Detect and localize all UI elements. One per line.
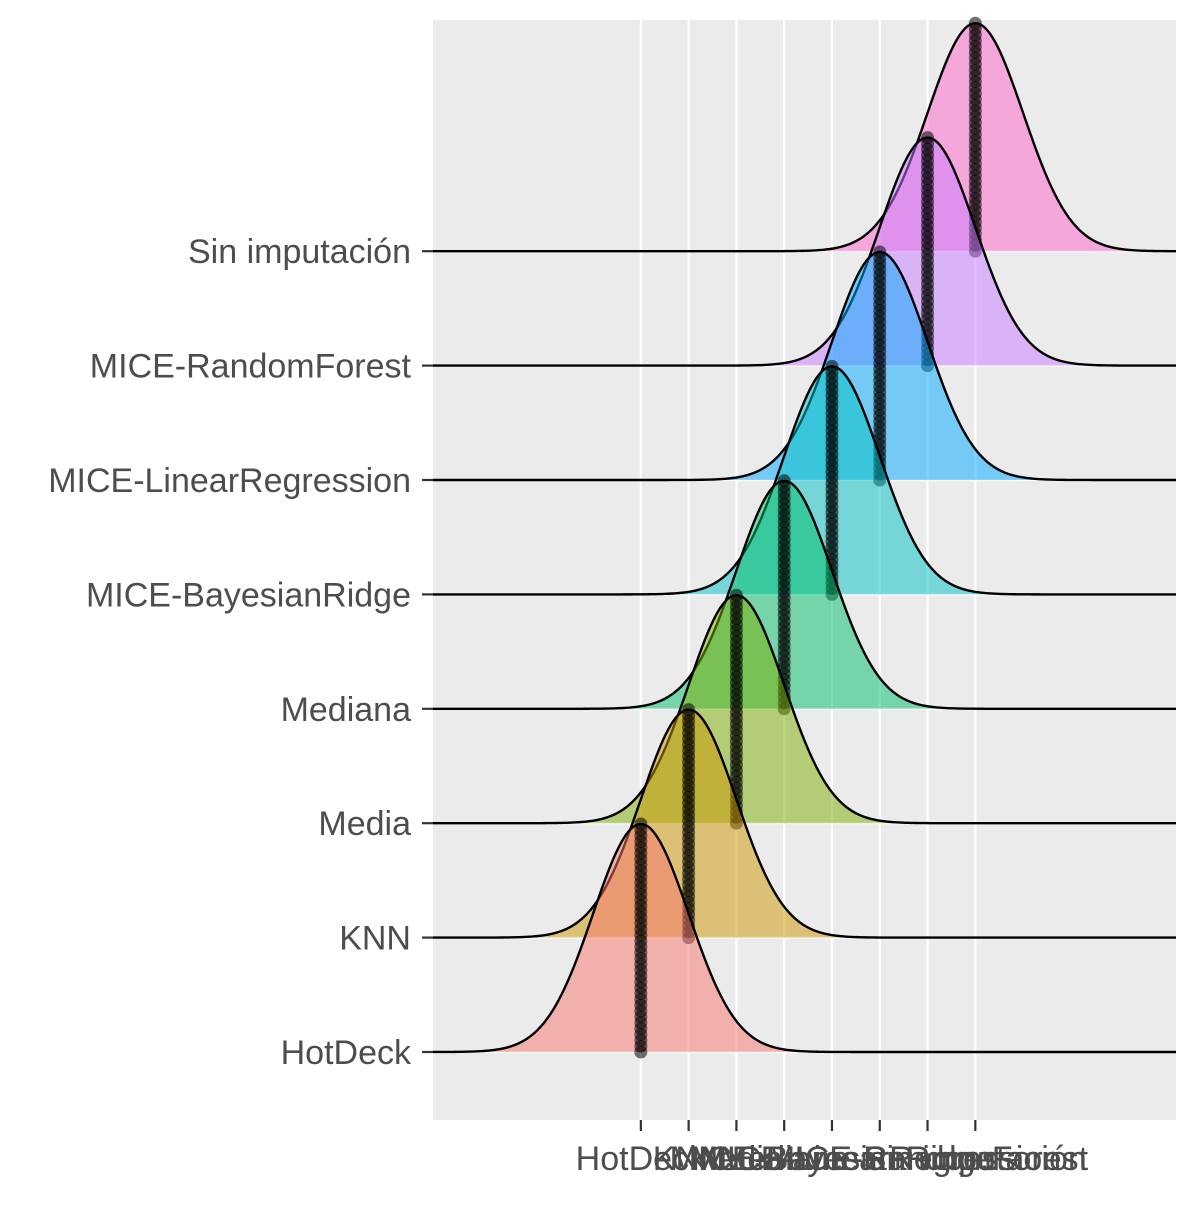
ridge-fill-mice-randomforest bbox=[433, 137, 1176, 366]
y-tick-label-mediana: Mediana bbox=[281, 691, 412, 729]
y-tick-label-sin-imputacion: Sin imputación bbox=[188, 233, 411, 271]
ridge-fill-mediana bbox=[433, 480, 1176, 709]
ridge-outline-media bbox=[433, 594, 1176, 825]
y-tick-label-mice-linearregression: MICE-LinearRegression bbox=[48, 462, 411, 500]
ridge-outline-mediana bbox=[433, 479, 1176, 710]
ridge-fill-hotdeck bbox=[433, 824, 1176, 1052]
axis-layer: HotDeckKNNMediaMedianaMICE-BayesianRidge… bbox=[48, 233, 1088, 1178]
y-tick-label-mice-randomforest: MICE-RandomForest bbox=[90, 348, 412, 386]
ridge-fill-mice-bayesianridge bbox=[433, 366, 1176, 595]
ridge-outline-hotdeck bbox=[433, 822, 1176, 1054]
points-hotdeck bbox=[634, 817, 648, 1059]
ridge-outline-sin-imputacion bbox=[433, 21, 1177, 253]
y-tick-label-knn: KNN bbox=[339, 920, 411, 958]
x-tick-label-sin-imputacion: Sin imputación bbox=[864, 1140, 1087, 1178]
points-mice-randomforest bbox=[921, 131, 935, 373]
ridge-outline-mice-randomforest bbox=[433, 136, 1176, 367]
ridge-layer bbox=[433, 16, 1177, 1059]
ridge-mice-randomforest bbox=[433, 131, 1176, 373]
x-tick-label-mice-randomforest: MICE-RandomForest bbox=[767, 1140, 1089, 1178]
y-tick-label-mice-bayesianridge: MICE-BayesianRidge bbox=[86, 576, 411, 614]
y-tick-label-media: Media bbox=[318, 805, 411, 843]
point-hotdeck bbox=[634, 1045, 648, 1059]
x-tick-label-mice-bayesianridge: MICE-BayesianRidge bbox=[669, 1140, 994, 1178]
x-tick-label-knn: KNN bbox=[653, 1140, 725, 1178]
ridge-fill-sin-imputacion bbox=[433, 23, 1176, 252]
x-tick-label-media: Media bbox=[690, 1140, 783, 1178]
x-tick-label-hotdeck: HotDeck bbox=[576, 1140, 707, 1178]
ridge-outline-mice-bayesianridge bbox=[433, 365, 1176, 596]
ridge-mediana bbox=[433, 474, 1176, 716]
x-tick-label-mice-linearregression: MICE-LinearRegression bbox=[698, 1140, 1061, 1178]
y-tick-label-hotdeck: HotDeck bbox=[281, 1034, 412, 1072]
ridge-outline-knn bbox=[433, 708, 1176, 939]
x-tick-label-mediana: Mediana bbox=[719, 1140, 850, 1178]
ridge-hotdeck bbox=[433, 817, 1176, 1059]
ridge-fill-media bbox=[433, 595, 1176, 824]
